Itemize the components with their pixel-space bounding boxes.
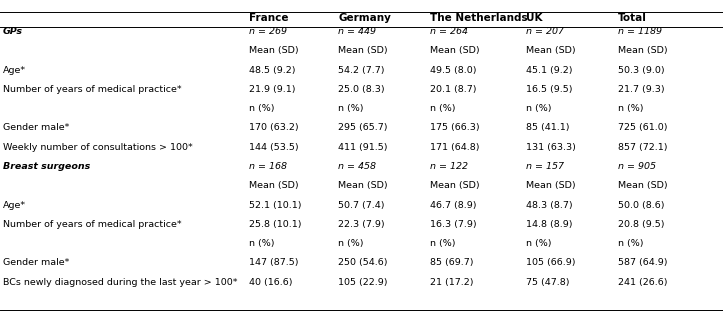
Text: 21 (17.2): 21 (17.2): [430, 278, 474, 287]
Text: 50.7 (7.4): 50.7 (7.4): [338, 201, 385, 210]
Text: 46.7 (8.9): 46.7 (8.9): [430, 201, 476, 210]
Text: Germany: Germany: [338, 13, 391, 23]
Text: 52.1 (10.1): 52.1 (10.1): [249, 201, 302, 210]
Text: 45.1 (9.2): 45.1 (9.2): [526, 66, 573, 75]
Text: 250 (54.6): 250 (54.6): [338, 258, 388, 267]
Text: GPs: GPs: [3, 27, 23, 36]
Text: Breast surgeons: Breast surgeons: [3, 162, 90, 171]
Text: 16.5 (9.5): 16.5 (9.5): [526, 85, 573, 94]
Text: Number of years of medical practice*: Number of years of medical practice*: [3, 85, 181, 94]
Text: n (%): n (%): [618, 104, 643, 113]
Text: n (%): n (%): [338, 104, 364, 113]
Text: n = 905: n = 905: [618, 162, 656, 171]
Text: 25.0 (8.3): 25.0 (8.3): [338, 85, 385, 94]
Text: Number of years of medical practice*: Number of years of medical practice*: [3, 220, 181, 229]
Text: n = 264: n = 264: [430, 27, 469, 36]
Text: 241 (26.6): 241 (26.6): [618, 278, 667, 287]
Text: 20.1 (8.7): 20.1 (8.7): [430, 85, 476, 94]
Text: 171 (64.8): 171 (64.8): [430, 143, 479, 152]
Text: n = 122: n = 122: [430, 162, 469, 171]
Text: 25.8 (10.1): 25.8 (10.1): [249, 220, 302, 229]
Text: Mean (SD): Mean (SD): [338, 181, 388, 190]
Text: 85 (41.1): 85 (41.1): [526, 124, 570, 132]
Text: 105 (66.9): 105 (66.9): [526, 258, 576, 267]
Text: 21.9 (9.1): 21.9 (9.1): [249, 85, 296, 94]
Text: 20.8 (9.5): 20.8 (9.5): [618, 220, 664, 229]
Text: n (%): n (%): [249, 104, 275, 113]
Text: Mean (SD): Mean (SD): [338, 46, 388, 55]
Text: Mean (SD): Mean (SD): [618, 46, 668, 55]
Text: n (%): n (%): [430, 239, 455, 248]
Text: n (%): n (%): [249, 239, 275, 248]
Text: Mean (SD): Mean (SD): [526, 181, 576, 190]
Text: 50.3 (9.0): 50.3 (9.0): [618, 66, 664, 75]
Text: 175 (66.3): 175 (66.3): [430, 124, 480, 132]
Text: 170 (63.2): 170 (63.2): [249, 124, 299, 132]
Text: Age*: Age*: [3, 66, 26, 75]
Text: 85 (69.7): 85 (69.7): [430, 258, 474, 267]
Text: 40 (16.6): 40 (16.6): [249, 278, 293, 287]
Text: Gender male*: Gender male*: [3, 124, 69, 132]
Text: n (%): n (%): [430, 104, 455, 113]
Text: n (%): n (%): [526, 239, 552, 248]
Text: 725 (61.0): 725 (61.0): [618, 124, 667, 132]
Text: Age*: Age*: [3, 201, 26, 210]
Text: 54.2 (7.7): 54.2 (7.7): [338, 66, 385, 75]
Text: BCs newly diagnosed during the last year > 100*: BCs newly diagnosed during the last year…: [3, 278, 237, 287]
Text: n = 207: n = 207: [526, 27, 565, 36]
Text: 16.3 (7.9): 16.3 (7.9): [430, 220, 476, 229]
Text: 857 (72.1): 857 (72.1): [618, 143, 667, 152]
Text: 48.3 (8.7): 48.3 (8.7): [526, 201, 573, 210]
Text: Mean (SD): Mean (SD): [526, 46, 576, 55]
Text: n (%): n (%): [338, 239, 364, 248]
Text: 105 (22.9): 105 (22.9): [338, 278, 388, 287]
Text: Weekly number of consultations > 100*: Weekly number of consultations > 100*: [3, 143, 192, 152]
Text: 21.7 (9.3): 21.7 (9.3): [618, 85, 664, 94]
Text: n (%): n (%): [618, 239, 643, 248]
Text: Mean (SD): Mean (SD): [430, 181, 480, 190]
Text: 587 (64.9): 587 (64.9): [618, 258, 667, 267]
Text: Gender male*: Gender male*: [3, 258, 69, 267]
Text: n = 157: n = 157: [526, 162, 565, 171]
Text: n = 458: n = 458: [338, 162, 377, 171]
Text: Mean (SD): Mean (SD): [430, 46, 480, 55]
Text: 22.3 (7.9): 22.3 (7.9): [338, 220, 385, 229]
Text: n = 269: n = 269: [249, 27, 288, 36]
Text: 411 (91.5): 411 (91.5): [338, 143, 388, 152]
Text: 49.5 (8.0): 49.5 (8.0): [430, 66, 476, 75]
Text: 295 (65.7): 295 (65.7): [338, 124, 388, 132]
Text: France: France: [249, 13, 289, 23]
Text: Total: Total: [618, 13, 647, 23]
Text: 147 (87.5): 147 (87.5): [249, 258, 299, 267]
Text: 14.8 (8.9): 14.8 (8.9): [526, 220, 573, 229]
Text: 48.5 (9.2): 48.5 (9.2): [249, 66, 296, 75]
Text: n = 449: n = 449: [338, 27, 377, 36]
Text: 131 (63.3): 131 (63.3): [526, 143, 576, 152]
Text: 50.0 (8.6): 50.0 (8.6): [618, 201, 664, 210]
Text: n (%): n (%): [526, 104, 552, 113]
Text: Mean (SD): Mean (SD): [618, 181, 668, 190]
Text: 144 (53.5): 144 (53.5): [249, 143, 299, 152]
Text: n = 168: n = 168: [249, 162, 288, 171]
Text: UK: UK: [526, 13, 543, 23]
Text: Mean (SD): Mean (SD): [249, 46, 299, 55]
Text: n = 1189: n = 1189: [618, 27, 662, 36]
Text: 75 (47.8): 75 (47.8): [526, 278, 570, 287]
Text: Mean (SD): Mean (SD): [249, 181, 299, 190]
Text: The Netherlands: The Netherlands: [430, 13, 528, 23]
